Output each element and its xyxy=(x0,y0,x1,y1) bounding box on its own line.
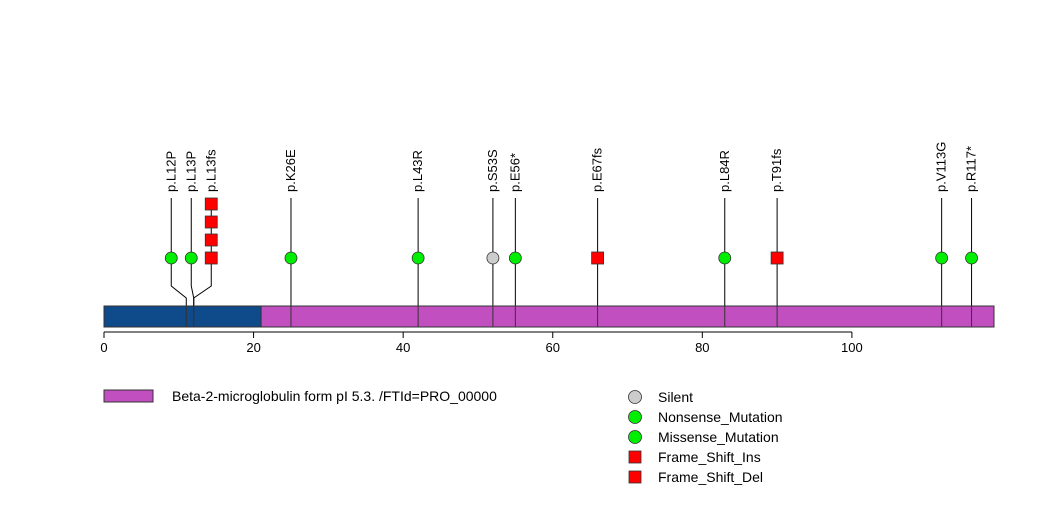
mutation-label-p-v113g: p.V113G xyxy=(934,142,949,192)
mutation-label-p-l13p: p.L13P xyxy=(183,151,198,192)
x-tick-label-20: 20 xyxy=(246,340,260,355)
marker-p-l13fs-3 xyxy=(204,215,218,229)
marker-p-e67fs-1 xyxy=(591,251,605,265)
x-tick-label-0: 0 xyxy=(100,340,107,355)
marker-p-t91fs-1 xyxy=(770,251,784,265)
marker-p-l13fs-1 xyxy=(204,251,218,265)
marker-p-l13p-1 xyxy=(184,251,198,265)
x-axis: 0 20 40 60 80 100 xyxy=(100,331,863,355)
legend-label-frame-shift-del: Frame_Shift_Del xyxy=(658,469,763,485)
mutation-label-p-t91fs: p.T91fs xyxy=(769,148,784,192)
marker-p-l12p-1 xyxy=(164,251,178,265)
marker-p-l43r-1 xyxy=(411,251,425,265)
mutation-label-p-s53s: p.S53S xyxy=(485,149,500,192)
legend-label-frame-shift-ins: Frame_Shift_Ins xyxy=(658,449,761,465)
mutation-label-p-e56: p.E56* xyxy=(507,153,522,192)
legend-marker-frame-shift-ins xyxy=(628,450,642,464)
stem-p-l12p xyxy=(170,198,187,306)
legend-marker-missense-mutation xyxy=(628,430,642,444)
domain-bar-1 xyxy=(103,305,262,328)
x-tick-label-60: 60 xyxy=(546,340,560,355)
legend-label-missense-mutation: Missense_Mutation xyxy=(658,429,779,445)
marker-p-k26e-1 xyxy=(284,251,298,265)
mutation-label-p-l13fs: p.L13fs xyxy=(203,149,218,192)
mutation-label-p-e67fs: p.E67fs xyxy=(590,147,605,192)
legend-label-silent: Silent xyxy=(658,389,693,405)
mutation-label-p-r117: p.R117* xyxy=(964,146,979,192)
marker-p-r117-1 xyxy=(965,251,978,265)
x-tick-label-100: 100 xyxy=(841,340,863,355)
mutation-markers xyxy=(164,197,978,265)
legend-marker-frame-shift-del xyxy=(628,470,642,484)
marker-p-v113g-1 xyxy=(935,251,949,265)
protein-domains xyxy=(103,305,995,328)
legend: Beta-2-microglobulin form pI 5.3. /FTId=… xyxy=(103,388,783,485)
mutation-label-p-l43r: p.L43R xyxy=(410,150,425,192)
legend-domain-swatch-1 xyxy=(103,389,154,403)
x-tick-label-40: 40 xyxy=(396,340,410,355)
mutation-label-p-l12p: p.L12P xyxy=(163,151,178,192)
mutation-label-p-l84r: p.L84R xyxy=(717,150,732,192)
marker-p-l13fs-2 xyxy=(204,233,218,247)
legend-marker-silent xyxy=(628,390,642,404)
marker-p-l13fs-4 xyxy=(204,197,218,211)
legend-label-nonsense-mutation: Nonsense_Mutation xyxy=(658,409,783,425)
marker-p-e56-1 xyxy=(508,251,522,265)
x-tick-label-80: 80 xyxy=(695,340,709,355)
legend-marker-nonsense-mutation xyxy=(628,410,642,424)
mutation-label-p-k26e: p.K26E xyxy=(283,149,298,192)
marker-p-l84r-1 xyxy=(718,251,732,265)
domain-bar-2 xyxy=(260,305,995,328)
mutation-labels: p.L12P p.L13P p.L13fs p.K26E p.L43R p.S53S p.E… xyxy=(163,142,978,192)
marker-p-s53s-1 xyxy=(486,251,500,265)
legend-domain-label-1: Beta-2-microglobulin form pI 5.3. /FTId=… xyxy=(172,388,497,404)
